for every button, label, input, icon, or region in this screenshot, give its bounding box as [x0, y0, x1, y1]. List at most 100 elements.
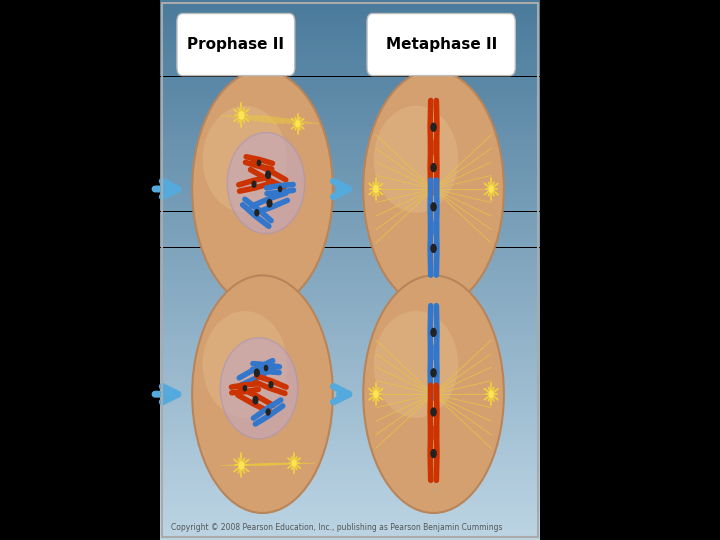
Ellipse shape	[238, 111, 244, 119]
Bar	[160, 148, 540, 153]
Ellipse shape	[251, 180, 257, 188]
Bar	[160, 360, 540, 364]
Bar	[160, 382, 540, 387]
Bar	[160, 455, 540, 459]
Bar	[160, 14, 540, 18]
Bar	[160, 68, 540, 72]
Ellipse shape	[256, 159, 261, 166]
Bar	[160, 522, 540, 526]
Bar	[160, 270, 540, 274]
Bar	[160, 40, 540, 45]
Ellipse shape	[374, 106, 458, 213]
Bar	[160, 504, 540, 509]
Text: Copyright © 2008 Pearson Education, Inc., publishing as Pearson Benjamin Cumming: Copyright © 2008 Pearson Education, Inc.…	[171, 523, 503, 532]
Bar	[160, 81, 540, 85]
Bar	[160, 333, 540, 338]
Bar	[160, 436, 540, 441]
Ellipse shape	[192, 70, 333, 308]
Bar	[160, 135, 540, 139]
Bar	[160, 212, 540, 216]
Bar	[160, 441, 540, 445]
Bar	[160, 432, 540, 436]
Bar	[160, 58, 540, 63]
Bar	[160, 266, 540, 270]
Bar	[160, 220, 540, 225]
Bar	[160, 490, 540, 495]
Bar	[160, 189, 540, 193]
Bar	[160, 369, 540, 374]
Bar	[160, 468, 540, 472]
Bar	[160, 198, 540, 202]
Bar	[160, 405, 540, 409]
Bar	[160, 500, 540, 504]
Bar	[160, 239, 540, 243]
Ellipse shape	[265, 170, 271, 179]
Bar	[160, 94, 540, 99]
Ellipse shape	[254, 209, 259, 217]
Bar	[160, 288, 540, 293]
Ellipse shape	[363, 275, 504, 513]
Bar	[160, 158, 540, 162]
Bar	[160, 176, 540, 180]
Ellipse shape	[431, 328, 437, 337]
Ellipse shape	[431, 163, 437, 172]
Bar	[160, 216, 540, 220]
Bar	[160, 0, 540, 4]
Bar	[160, 234, 540, 239]
Bar	[160, 166, 540, 171]
Ellipse shape	[253, 368, 260, 377]
Bar	[160, 517, 540, 522]
Bar	[160, 108, 540, 112]
Ellipse shape	[192, 275, 333, 513]
Ellipse shape	[278, 186, 282, 192]
Bar	[160, 144, 540, 148]
Bar	[160, 247, 540, 252]
Ellipse shape	[363, 70, 504, 308]
Ellipse shape	[431, 368, 437, 377]
Bar	[160, 364, 540, 369]
FancyBboxPatch shape	[177, 14, 294, 76]
Ellipse shape	[203, 311, 287, 418]
Bar	[160, 193, 540, 198]
Bar	[160, 139, 540, 144]
Bar	[160, 513, 540, 517]
Bar	[160, 131, 540, 135]
Bar	[160, 18, 540, 23]
Ellipse shape	[431, 123, 437, 132]
Bar	[160, 310, 540, 315]
Bar	[160, 355, 540, 360]
Bar	[160, 126, 540, 131]
Bar	[160, 446, 540, 450]
FancyBboxPatch shape	[367, 14, 516, 76]
Bar	[160, 261, 540, 266]
Bar	[160, 77, 540, 81]
Bar	[160, 463, 540, 468]
Bar	[160, 301, 540, 306]
Bar	[160, 63, 540, 68]
Ellipse shape	[238, 461, 244, 470]
Bar	[160, 378, 540, 382]
Bar	[160, 31, 540, 36]
Bar	[160, 117, 540, 122]
Ellipse shape	[431, 244, 437, 253]
Ellipse shape	[220, 338, 297, 438]
Bar	[160, 423, 540, 428]
Ellipse shape	[295, 120, 300, 127]
Bar	[160, 27, 540, 31]
Ellipse shape	[252, 396, 258, 404]
Text: Metaphase II: Metaphase II	[385, 37, 497, 52]
Bar	[160, 4, 540, 9]
Bar	[160, 99, 540, 104]
Bar	[160, 252, 540, 256]
Bar	[160, 180, 540, 185]
Bar	[160, 243, 540, 247]
Bar	[160, 202, 540, 207]
Bar	[160, 153, 540, 158]
Bar	[160, 315, 540, 320]
Bar	[160, 526, 540, 531]
Bar	[160, 495, 540, 500]
Bar	[160, 482, 540, 486]
Ellipse shape	[264, 364, 269, 372]
Bar	[160, 409, 540, 414]
Bar	[160, 428, 540, 432]
